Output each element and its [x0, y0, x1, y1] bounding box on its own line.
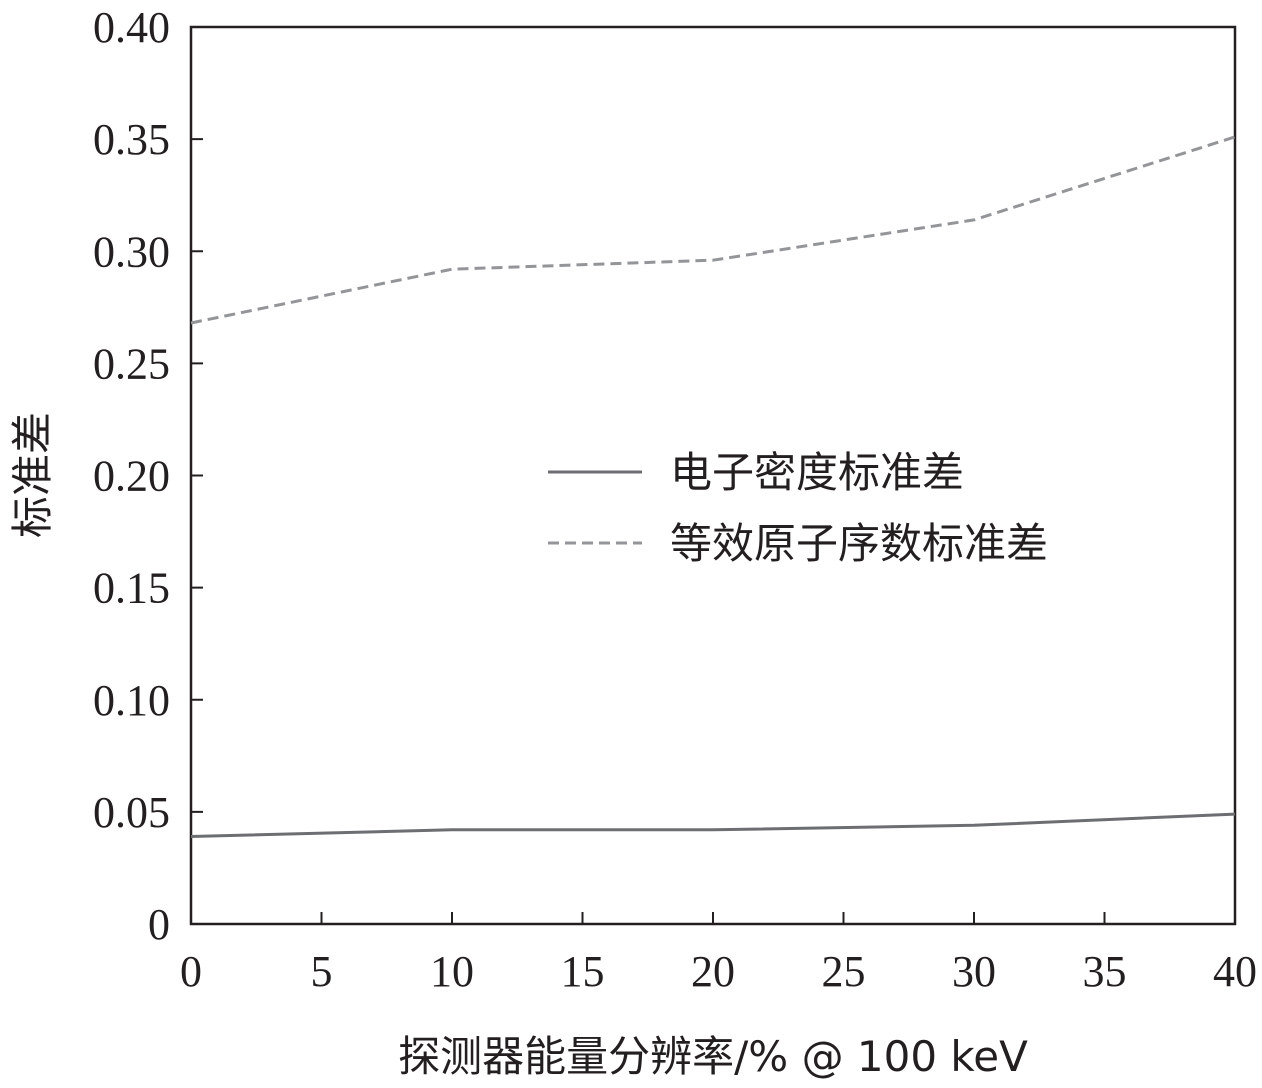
x-tick-label: 15 — [561, 947, 605, 996]
y-tick-label: 0.35 — [93, 115, 170, 164]
x-tick-label: 35 — [1083, 947, 1127, 996]
y-tick-label: 0 — [148, 900, 170, 949]
series-layer — [190, 135, 1236, 838]
x-axis-title: 探测器能量分辨率/% @ 100 keV — [398, 1032, 1028, 1081]
x-axis: 0 5 10 15 20 25 30 35 40 — [180, 912, 1257, 996]
series-effective-atomic-number-line — [190, 135, 1236, 325]
x-tick-label: 10 — [430, 947, 474, 996]
y-axis: 0 0.05 0.10 0.15 0.20 0.25 0.30 0.35 0.40 — [93, 3, 203, 949]
y-tick-label: 0.30 — [93, 227, 170, 276]
y-tick-label: 0.20 — [93, 452, 170, 501]
y-tick-label: 0.40 — [93, 3, 170, 52]
y-tick-label: 0.15 — [93, 564, 170, 613]
x-tick-label: 20 — [691, 947, 735, 996]
x-tick-label: 30 — [952, 947, 996, 996]
x-tick-label: 0 — [180, 947, 202, 996]
legend: 电子密度标准差 等效原子序数标准差 — [548, 448, 1048, 568]
x-tick-label: 5 — [311, 947, 333, 996]
x-tick-label: 25 — [822, 947, 866, 996]
y-tick-label: 0.25 — [93, 339, 170, 388]
x-tick-label: 40 — [1213, 947, 1257, 996]
y-tick-label: 0.10 — [93, 676, 170, 725]
series-electron-density-line — [190, 812, 1236, 838]
y-tick-label: 0.05 — [93, 788, 170, 837]
legend-label-electron-density: 电子密度标准差 — [670, 448, 964, 497]
legend-label-effective-atomic-number: 等效原子序数标准差 — [670, 519, 1048, 568]
y-axis-title: 标准差 — [8, 412, 57, 538]
